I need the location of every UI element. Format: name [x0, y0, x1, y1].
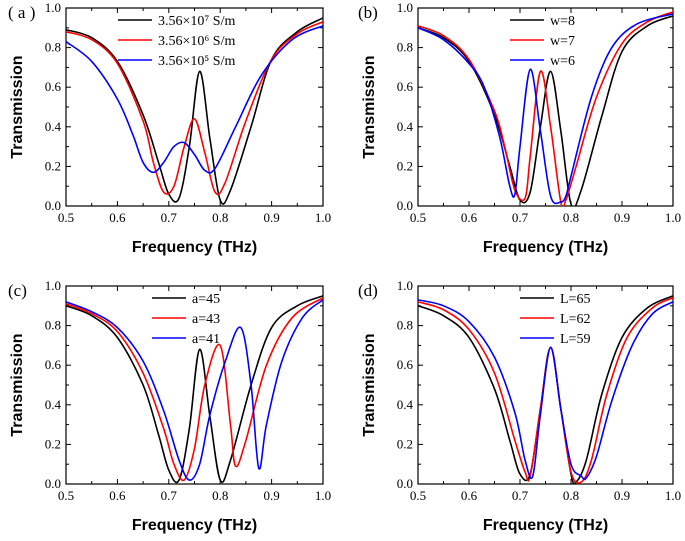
- x-tick-label: 1.0: [665, 488, 681, 503]
- legend: a=45 a=43 a=41: [152, 292, 220, 347]
- legend: L=65 L=62 L=59: [520, 292, 590, 347]
- x-tick-label: 0.9: [263, 488, 279, 503]
- legend-label: w=8: [550, 14, 575, 29]
- series-line-2: [66, 297, 323, 482]
- x-tick-label: 0.8: [563, 210, 579, 225]
- x-tick-label: 0.5: [58, 488, 74, 503]
- series-line-2: [418, 11, 673, 206]
- series-line-1: [418, 295, 673, 484]
- y-tick-label: 0.0: [45, 476, 61, 491]
- y-tick-label: 0.8: [45, 40, 61, 55]
- series-line-1: [66, 295, 323, 484]
- y-tick-label: 0.2: [397, 436, 413, 451]
- x-tick-label: 1.0: [315, 210, 331, 225]
- x-tick-label: 0.7: [161, 210, 178, 225]
- y-tick-label: 0.8: [397, 40, 413, 55]
- y-axis-label: Transmission: [9, 55, 26, 158]
- x-tick-label: 0.7: [161, 488, 178, 503]
- y-tick-label: 0.2: [397, 158, 413, 173]
- panel-3: 0.5 0.6 0.7 0.8 0.9 1.0 0.0 0.2 0.4 0.6 0.8 1.0 Freq…: [8, 278, 331, 534]
- x-tick-label: 0.7: [512, 488, 529, 503]
- series-line-1: [418, 15, 673, 206]
- y-tick-label: 1.0: [45, 0, 61, 15]
- y-tick-label: 0.4: [45, 119, 62, 134]
- y-tick-label: 0.4: [45, 397, 62, 412]
- panel-4: 0.5 0.6 0.7 0.8 0.9 1.0 0.0 0.2 0.4 0.6 0.8 1.0 Freq…: [358, 278, 681, 534]
- series-line-1: [66, 17, 323, 205]
- legend-label: 3.56×10⁷ S/m: [158, 14, 235, 29]
- legend-label: w=7: [550, 34, 575, 49]
- y-axis-label: Transmission: [361, 55, 378, 158]
- y-tick-label: 0.2: [45, 158, 61, 173]
- x-axis-label: Frequency (THz): [483, 517, 608, 534]
- x-tick-label: 0.6: [109, 210, 126, 225]
- x-tick-label: 0.8: [563, 488, 579, 503]
- legend-label: a=45: [192, 292, 220, 307]
- y-tick-label: 0.0: [397, 476, 413, 491]
- x-tick-label: 0.9: [614, 488, 630, 503]
- x-tick-label: 0.7: [512, 210, 529, 225]
- x-axis-label: Frequency (THz): [132, 239, 257, 256]
- x-axis-label: Frequency (THz): [132, 517, 257, 534]
- x-tick-label: 0.9: [263, 210, 279, 225]
- legend: w=8 w=7 w=6: [510, 14, 575, 69]
- y-tick-label: 1.0: [45, 278, 61, 293]
- y-tick-label: 0.0: [45, 198, 61, 213]
- x-tick-label: 0.9: [614, 210, 630, 225]
- series-line-2: [66, 21, 323, 196]
- panel-label: (c): [8, 281, 27, 300]
- x-tick-label: 0.8: [212, 488, 228, 503]
- series-line-3: [66, 25, 323, 174]
- y-axis-label: Transmission: [361, 333, 378, 436]
- x-tick-label: 0.6: [461, 210, 478, 225]
- x-tick-label: 0.5: [410, 210, 426, 225]
- y-axis-label: Transmission: [9, 333, 26, 436]
- legend-label: L=65: [560, 292, 590, 307]
- panel-2: 0.5 0.6 0.7 0.8 0.9 1.0 0.0 0.2 0.4 0.6 0.8 1.0 Freq…: [358, 0, 681, 256]
- x-tick-label: 0.6: [109, 488, 126, 503]
- series-line-3: [66, 299, 323, 481]
- legend-label: L=59: [560, 332, 590, 347]
- x-tick-label: 0.5: [410, 488, 426, 503]
- y-tick-label: 0.2: [45, 436, 61, 451]
- y-tick-label: 0.0: [397, 198, 413, 213]
- x-tick-label: 0.8: [212, 210, 228, 225]
- y-tick-label: 0.8: [45, 318, 61, 333]
- y-tick-label: 0.6: [397, 357, 414, 372]
- panel-label: ( a ): [8, 3, 35, 22]
- panel-label: (b): [358, 3, 378, 22]
- x-tick-label: 0.5: [58, 210, 74, 225]
- y-tick-label: 0.8: [397, 318, 413, 333]
- series-line-3: [418, 299, 673, 481]
- y-tick-label: 0.4: [397, 397, 414, 412]
- panel-1: 0.5 0.6 0.7 0.8 0.9 1.0 0.0 0.2 0.4 0.6 0.8 1.0 Freq…: [8, 0, 331, 256]
- plot-frame: [417, 285, 674, 485]
- x-tick-label: 1.0: [665, 210, 681, 225]
- y-tick-label: 1.0: [397, 278, 413, 293]
- legend-label: a=41: [192, 332, 220, 347]
- y-tick-label: 0.4: [397, 119, 414, 134]
- y-tick-label: 0.6: [45, 357, 62, 372]
- series-line-2: [418, 297, 673, 484]
- legend-label: 3.56×10⁵ S/m: [158, 54, 235, 69]
- panel-label: (d): [358, 281, 378, 300]
- x-tick-label: 1.0: [315, 488, 331, 503]
- y-tick-label: 0.6: [397, 79, 414, 94]
- y-tick-label: 0.6: [45, 79, 62, 94]
- legend-label: L=62: [560, 312, 590, 327]
- y-tick-label: 1.0: [397, 0, 413, 15]
- x-axis-label: Frequency (THz): [483, 239, 608, 256]
- plot-frame: [417, 7, 674, 207]
- x-tick-label: 0.6: [461, 488, 478, 503]
- legend-label: a=43: [192, 312, 220, 327]
- series-line-3: [418, 13, 673, 205]
- legend: 3.56×10⁷ S/m 3.56×10⁶ S/m 3.56×10⁵ S/m: [118, 14, 235, 69]
- legend-label: w=6: [550, 54, 575, 69]
- legend-label: 3.56×10⁶ S/m: [158, 34, 235, 49]
